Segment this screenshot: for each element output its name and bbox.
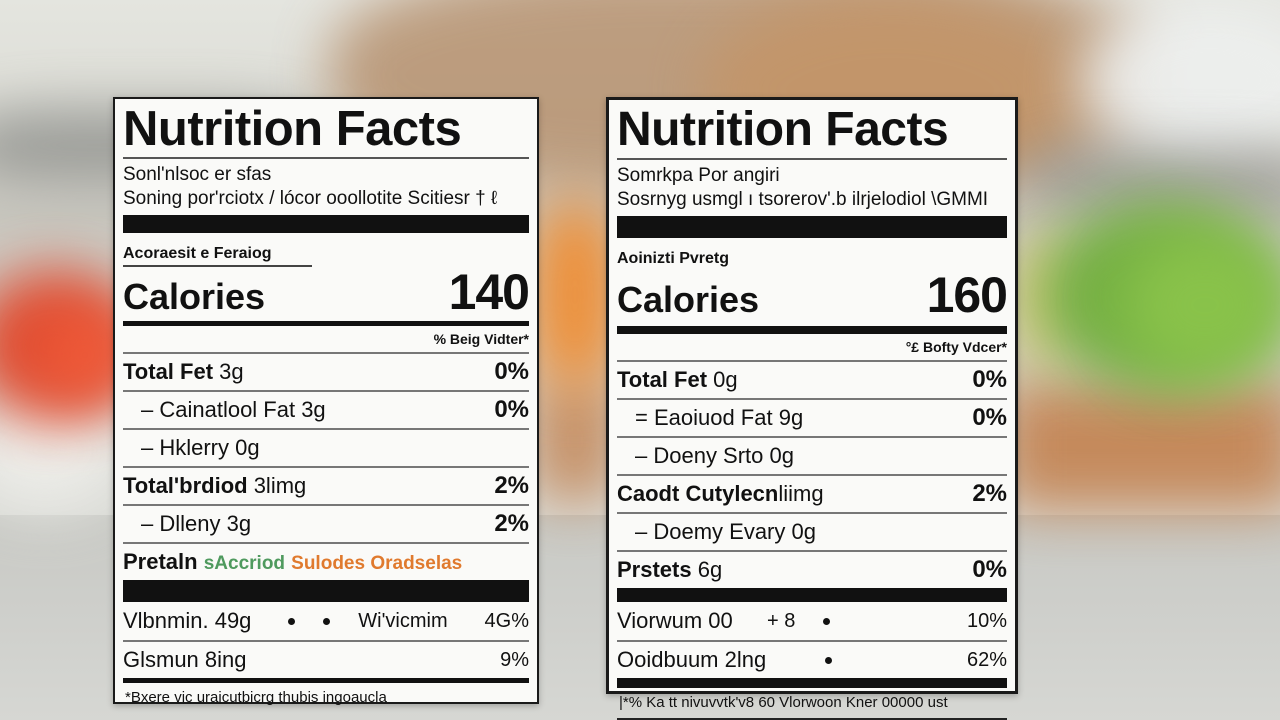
calories-label: Calories: [123, 276, 266, 317]
nutrient-row: – Doemy Evary 0g: [617, 512, 1007, 550]
footnote: *Bxere vic uraicutbicrg thubis ingoaucla: [125, 689, 387, 706]
bullet-icon: [323, 617, 331, 625]
nutrient-name: – Cainatlool Fat 3g: [141, 397, 326, 422]
nutrient-percent: 2%: [972, 480, 1007, 507]
nutrient-percent: 0%: [494, 358, 529, 385]
nutrition-label-right: Nutrition Facts Somrkpa Por angiri Sosrn…: [606, 97, 1018, 720]
calories-label: Calories: [617, 279, 760, 320]
nutrient-row: = Eaoiuod Fat 9g 0%: [617, 398, 1007, 436]
nutrient-amount: liimg: [778, 481, 824, 506]
calories-row: Calories 160: [617, 267, 1008, 323]
nutrient-percent: 2%: [494, 472, 529, 499]
vitamin-modifier: + 8: [767, 609, 796, 632]
serving-size: Sosrnyg usmgl ı tsorerov'.b ilrjelodiol …: [617, 189, 989, 210]
nutrient-row: Caodt Cutylecnliimg 2%: [617, 474, 1007, 512]
vitamin-percent: 9%: [500, 648, 529, 671]
vitamin-name: Viorwum 00: [617, 608, 733, 633]
label-title: Nutrition Facts: [123, 102, 462, 156]
nutrient-name: – Doeny Srto 0g: [635, 443, 794, 468]
nutrient-row: – Cainatlool Fat 3g 0%: [123, 390, 529, 428]
divider-thick: [617, 588, 1007, 602]
protein-label: Prstets: [617, 557, 692, 582]
protein-note-green: sAccriod: [203, 553, 286, 574]
servings-per-container: Somrkpa Por angiri: [617, 165, 780, 186]
daily-value-header: % Beig Vidter*: [433, 331, 529, 347]
blurred-cutting-board: [1000, 380, 1280, 510]
nutrient-row: – Doeny Srto 0g: [617, 436, 1007, 474]
vitamin-percent: 4G%: [484, 609, 529, 632]
nutrient-name: – Hklerry 0g: [141, 435, 260, 460]
bullet-icon: [823, 617, 831, 625]
bullet-icon: [825, 656, 832, 664]
nutrient-row: – Hklerry 0g: [123, 428, 529, 466]
divider: [617, 158, 1007, 160]
divider-medium: [123, 678, 529, 683]
nutrient-percent: 0%: [972, 404, 1007, 431]
nutrient-percent: 0%: [972, 366, 1007, 393]
nutrient-row: Total'brdiod 3limg 2%: [123, 466, 529, 504]
nutrient-name: – Dlleny 3g: [141, 511, 252, 536]
protein-percent: 0%: [972, 556, 1007, 583]
amount-per-serving: Acoraesit e Feraiog: [123, 243, 312, 267]
protein-amount: 6g: [691, 557, 723, 582]
nutrient-name: Total'brdiod: [123, 473, 248, 498]
amount-per-serving: Aoinizti Pvretg: [617, 250, 730, 267]
bullet-icon: [288, 617, 296, 625]
vitamin-name: Glsmun 8ing: [123, 647, 247, 672]
blurred-orange: [530, 200, 620, 390]
calories-value: 160: [926, 267, 1008, 323]
vitamin-name: Ooidbuum 2lng: [617, 647, 767, 672]
vitamin-row: Viorwum 00 + 8 10%: [617, 602, 1007, 640]
nutrient-percent: 0%: [494, 396, 529, 423]
footnote: |*% Ka tt nivuvvtk'v8 60 Vlorwoon Kner 0…: [617, 688, 1007, 720]
nutrition-label-left: Nutrition Facts Sonl'nlsoc er sfas Sonin…: [113, 97, 539, 706]
nutrient-name: = Eaoiuod Fat 9g: [635, 405, 804, 430]
nutrient-amount: 3g: [213, 359, 244, 384]
divider-thick: [123, 215, 529, 233]
nutrient-amount: 0g: [707, 367, 738, 392]
label-title: Nutrition Facts: [617, 103, 949, 156]
protein-label: Pretaln: [123, 549, 198, 574]
calories-value: 140: [448, 264, 530, 320]
serving-size: Soning por'rciotx / lócor ooollotite Sci…: [123, 188, 498, 209]
protein-row: Prstets 6g 0%: [617, 550, 1007, 588]
divider-medium: [617, 326, 1007, 334]
divider-thick: [123, 580, 529, 602]
vitamin-row: Glsmun 8ing 9%: [123, 640, 529, 678]
servings-per-container: Sonl'nlsoc er sfas: [123, 164, 272, 185]
nutrient-row: Total Fet 0g 0%: [617, 360, 1007, 398]
calories-row: Calories 140: [123, 264, 530, 320]
vitamin-percent: 10%: [966, 609, 1007, 632]
protein-row: Pretaln sAccriod Sulodes Oradselas: [123, 542, 529, 580]
vitamin-row: Vlbnmin. 49g Wi'vicmim 4G%: [123, 602, 529, 640]
blurred-window: [1080, 0, 1280, 160]
blurred-lettuce-highlight: [1120, 230, 1280, 380]
blurred-cutting-board-left: [535, 380, 615, 500]
vitamin-name: Vlbnmin. 49g: [123, 608, 252, 633]
nutrient-name: – Doemy Evary 0g: [635, 519, 816, 544]
vitamin-name-secondary: Wi'vicmim: [358, 609, 448, 632]
nutrient-row: – Dlleny 3g 2%: [123, 504, 529, 542]
divider: [123, 157, 529, 159]
divider-medium: [123, 321, 529, 326]
vitamin-percent: 62%: [966, 648, 1007, 671]
nutrient-amount: 3limg: [247, 473, 307, 498]
nutrient-name: Caodt Cutylecn: [617, 481, 779, 506]
nutrient-name: Total Fet: [617, 367, 708, 392]
nutrient-row: Total Fet 3g 0%: [123, 352, 529, 390]
daily-value-header: °£ Bofty Vdcer*: [905, 339, 1007, 355]
divider-thick: [617, 678, 1007, 688]
nutrient-percent: 2%: [494, 510, 529, 537]
divider-thick: [617, 216, 1007, 238]
protein-note-orange: Sulodes Oradselas: [291, 553, 463, 574]
nutrient-name: Total Fet: [123, 359, 214, 384]
vitamin-row: Ooidbuum 2lng 62%: [617, 640, 1007, 678]
